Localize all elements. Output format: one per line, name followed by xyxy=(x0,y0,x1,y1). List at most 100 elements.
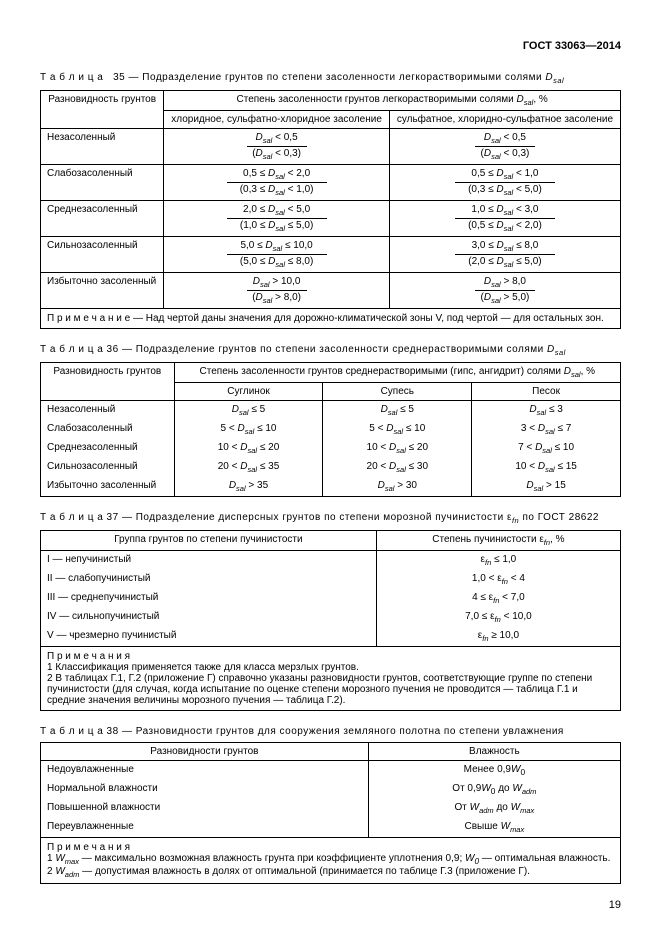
bot: (Dsal < 0,3) xyxy=(247,146,307,161)
note: П р и м е ч а н и я 1 Классификация прим… xyxy=(41,647,621,711)
cell: 2,0 ≤ Dsal < 5,0(1,0 ≤ Dsal ≤ 5,0) xyxy=(164,201,390,237)
cell: Dsal > 30 xyxy=(323,477,472,497)
note1: 1 Классификация применяется также для кл… xyxy=(47,662,614,673)
cell: Слабозасоленный xyxy=(41,165,164,201)
cell: Dsal > 15 xyxy=(472,477,621,497)
bot: (Dsal > 5,0) xyxy=(475,290,535,305)
caption-text: Т а б л и ц а 36 — Подразделение грунтов… xyxy=(40,344,544,355)
t37-col1-header: Степень пучинистости εfn, % xyxy=(376,531,620,551)
label: Степень пучинистости ε xyxy=(432,534,544,545)
part: W0 xyxy=(465,853,479,864)
caption-sub: sal xyxy=(553,76,564,85)
caption-end: по ГОСТ 28622 xyxy=(519,512,599,523)
table-row: Избыточно засоленный Dsal > 35 Dsal > 30… xyxy=(41,477,621,497)
part: adm xyxy=(65,870,80,879)
cell: III — среднепучинистый xyxy=(41,589,377,608)
caption-text: 35 — Подразделение грунтов по степени за… xyxy=(113,72,542,83)
cell: Сильнозасоленный xyxy=(41,237,164,273)
cell: Незасоленный xyxy=(41,129,164,165)
unit: , % xyxy=(581,366,595,377)
t35-col1-header: хлоридное, сульфатно-хлоридное засоление xyxy=(164,111,390,129)
cell: Недоувлажненные xyxy=(41,761,369,781)
table-note-row: П р и м е ч а н и я 1 Классификация прим… xyxy=(41,647,621,711)
table37-caption: Т а б л и ц а 37 — Подразделение дисперс… xyxy=(40,512,621,525)
top: Dsal > 10,0 xyxy=(247,276,307,289)
note: П р и м е ч а н и я 1 Wmax — максимально… xyxy=(41,838,621,884)
cell: 10 < Dsal ≤ 15 xyxy=(472,458,621,477)
top: 1,0 ≤ Dsal < 3,0 xyxy=(455,204,555,217)
top: 5,0 ≤ Dsal ≤ 10,0 xyxy=(227,240,327,253)
t35-col0-header: Разновидность грунтов xyxy=(41,91,164,129)
top: Dsal < 0,5 xyxy=(247,132,307,145)
cell: II — слабопучинистый xyxy=(41,570,377,589)
symbol: D xyxy=(564,366,571,377)
top: 2,0 ≤ Dsal < 5,0 xyxy=(227,204,327,217)
table-row: НедоувлажненныеМенее 0,9W0 xyxy=(41,761,621,781)
cell: 20 < Dsal ≤ 30 xyxy=(323,458,472,477)
table-row: ПереувлажненныеСвыше Wmax xyxy=(41,818,621,838)
cell: εfn ≤ 1,0 xyxy=(376,551,620,571)
t36-col2: Супесь xyxy=(323,383,472,401)
t36-col0-header: Разновидность грунтов xyxy=(41,363,175,401)
t37-col0-header: Группа грунтов по степени пучинистости xyxy=(41,531,377,551)
cell: 5,0 ≤ Dsal ≤ 10,0(5,0 ≤ Dsal ≤ 8,0) xyxy=(164,237,390,273)
top: 0,5 ≤ Dsal < 1,0 xyxy=(455,168,555,181)
label: Степень засоленности грунтов среднераств… xyxy=(200,366,561,377)
t36-col3: Песок xyxy=(472,383,621,401)
table-row: Среднезасоленный2,0 ≤ Dsal < 5,0(1,0 ≤ D… xyxy=(41,201,621,237)
cell: Dsal ≤ 5 xyxy=(174,401,323,421)
caption-prefix: Т а б л и ц а xyxy=(40,72,103,83)
note2: 2 В таблицах Г.1, Г.2 (приложение Г) спр… xyxy=(47,673,614,706)
cell: От 0,9W0 до Wadm xyxy=(368,780,620,799)
cell: 5 < Dsal ≤ 10 xyxy=(323,420,472,439)
cell: 1,0 < εfn < 4 xyxy=(376,570,620,589)
table-row: III — среднепучинистый4 ≤ εfn < 7,0 xyxy=(41,589,621,608)
table-row: I — непучинистыйεfn ≤ 1,0 xyxy=(41,551,621,571)
cell: 7,0 ≤ εfn < 10,0 xyxy=(376,608,620,627)
cell: 1,0 ≤ Dsal < 3,0(0,5 ≤ Dsal < 2,0) xyxy=(389,201,620,237)
cell: 0,5 ≤ Dsal < 1,0(0,3 ≤ Dsal < 5,0) xyxy=(389,165,620,201)
part: max xyxy=(65,857,79,866)
bot: (2,0 ≤ Dsal ≤ 5,0) xyxy=(455,254,555,269)
table-row: Сильнозасоленный5,0 ≤ Dsal ≤ 10,0(5,0 ≤ … xyxy=(41,237,621,273)
page-number: 19 xyxy=(40,899,621,911)
cell: Повышенной влажности xyxy=(41,799,369,818)
cell: Dsal ≤ 5 xyxy=(323,401,472,421)
cell: 0,5 ≤ Dsal < 2,0(0,3 ≤ Dsal < 1,0) xyxy=(164,165,390,201)
sub: sal xyxy=(571,370,581,379)
cell: 3,0 ≤ Dsal ≤ 8,0(2,0 ≤ Dsal ≤ 5,0) xyxy=(389,237,620,273)
cell: Свыше Wmax xyxy=(368,818,620,838)
table-row: Избыточно засоленныйDsal > 10,0(Dsal > 8… xyxy=(41,273,621,309)
part: — оптимальная влажность. xyxy=(479,853,610,864)
note2: 2 Wadm — допустимая влажность в долях от… xyxy=(47,866,614,879)
bot: (5,0 ≤ Dsal ≤ 8,0) xyxy=(227,254,327,269)
cell: V — чрезмерно пучинистый xyxy=(41,627,377,647)
t38-col1-header: Влажность xyxy=(368,743,620,761)
cell: 5 < Dsal ≤ 10 xyxy=(174,420,323,439)
cell: εfn ≥ 10,0 xyxy=(376,627,620,647)
table38: Разновидности грунтов Влажность Недоувла… xyxy=(40,742,621,884)
cell: Dsal > 10,0(Dsal > 8,0) xyxy=(164,273,390,309)
t36-col1: Суглинок xyxy=(174,383,323,401)
sub: sal xyxy=(524,98,534,107)
table-row: Повышенной влажностиОт Wadm до Wmax xyxy=(41,799,621,818)
top: 3,0 ≤ Dsal ≤ 8,0 xyxy=(455,240,555,253)
caption-symbol: D xyxy=(545,72,553,83)
bot: (0,3 ≤ Dsal < 5,0) xyxy=(455,182,555,197)
label: Степень засоленности грунтов легкораство… xyxy=(237,94,514,105)
caption-symbol: D xyxy=(547,344,555,355)
table36-caption: Т а б л и ц а 36 — Подразделение грунтов… xyxy=(40,344,621,357)
part: W xyxy=(55,853,64,864)
table-row: II — слабопучинистый1,0 < εfn < 4 xyxy=(41,570,621,589)
table-row: IV — сильнопучинистый7,0 ≤ εfn < 10,0 xyxy=(41,608,621,627)
cell: Сильнозасоленный xyxy=(41,458,175,477)
table35-caption: Т а б л и ц а 35 — Подразделение грунтов… xyxy=(40,72,621,85)
table-row: Нормальной влажностиОт 0,9W0 до Wadm xyxy=(41,780,621,799)
cell: Dsal > 35 xyxy=(174,477,323,497)
bot: (0,5 ≤ Dsal < 2,0) xyxy=(455,218,555,233)
table-row: Незасоленный Dsal ≤ 5 Dsal ≤ 5 Dsal ≤ 3 xyxy=(41,401,621,421)
unit: , % xyxy=(550,534,564,545)
table-row: Слабозасоленный 5 < Dsal ≤ 10 5 < Dsal ≤… xyxy=(41,420,621,439)
table-row: Сильнозасоленный 20 < Dsal ≤ 35 20 < Dsa… xyxy=(41,458,621,477)
cell: Dsal > 8,0(Dsal > 5,0) xyxy=(389,273,620,309)
